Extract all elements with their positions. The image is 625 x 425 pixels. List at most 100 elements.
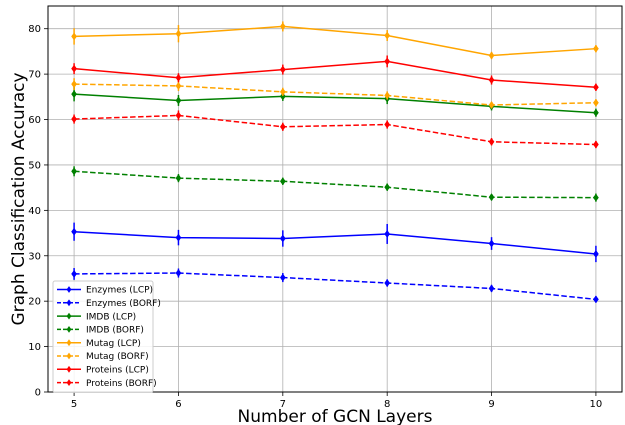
data-point: [384, 120, 391, 129]
series-line: [74, 93, 596, 114]
series-line: [74, 60, 596, 89]
data-point: [593, 83, 599, 92]
data-point: [593, 44, 599, 53]
series-line: [74, 83, 596, 106]
legend: Enzymes (LCP) Enzymes (BORF) IMDB (LCP) IMD…: [52, 280, 161, 393]
data-point: [593, 249, 599, 258]
legend-label: Proteins (BORF): [86, 379, 157, 389]
legend-marker: [66, 299, 72, 307]
data-point: [384, 57, 391, 66]
series-imdb-borf: [71, 166, 599, 202]
y-tick-label: 80: [28, 24, 41, 35]
data-point: [175, 81, 182, 90]
legend-label: IMDB (BORF): [86, 326, 144, 336]
data-point: [488, 137, 495, 146]
y-tick-label: 70: [28, 70, 41, 81]
legend-label: Enzymes (BORF): [86, 299, 161, 309]
series-proteins-borf: [71, 110, 599, 149]
data-point: [488, 239, 495, 248]
data-point: [175, 268, 182, 278]
legend-label: Enzymes (LCP): [86, 286, 153, 296]
data-point: [279, 87, 286, 96]
series-enzymes-borf: [71, 268, 599, 304]
legend-marker: [66, 352, 72, 360]
legend-label: Proteins (LCP): [86, 366, 149, 376]
x-tick-label: 8: [384, 399, 390, 410]
data-point: [279, 234, 286, 243]
data-point: [175, 174, 182, 183]
series-mutag-lcp: [71, 21, 599, 60]
data-point: [71, 90, 77, 99]
y-tick-label: 0: [35, 388, 41, 399]
legend-marker: [66, 312, 72, 320]
data-point: [71, 269, 77, 278]
series-proteins-lcp: [71, 55, 599, 92]
y-tick-label: 50: [28, 160, 41, 171]
data-point: [71, 167, 77, 176]
data-point: [384, 278, 391, 288]
data-point: [488, 193, 495, 202]
data-point: [279, 273, 286, 282]
legend-label: IMDB (LCP): [86, 312, 136, 322]
data-point: [384, 229, 391, 238]
data-point: [175, 73, 182, 82]
x-tick-label: 7: [280, 399, 286, 410]
series-line: [74, 170, 596, 199]
data-point: [279, 65, 286, 74]
plot-frame: [47, 5, 623, 393]
data-point: [488, 284, 495, 293]
data-point: [593, 295, 599, 304]
data-point: [384, 31, 391, 40]
series-line: [74, 25, 596, 57]
data-point: [175, 233, 182, 242]
legend-label: Mutag (BORF): [86, 352, 149, 362]
data-point: [593, 193, 599, 202]
data-point: [593, 140, 599, 149]
data-point: [279, 177, 286, 186]
legend-marker: [66, 339, 72, 347]
data-point: [279, 92, 286, 101]
y-tick-label: 20: [28, 297, 41, 308]
series-line: [74, 230, 596, 255]
data-point: [279, 22, 286, 31]
y-tick-label: 40: [28, 206, 41, 217]
data-point: [175, 111, 182, 120]
data-point: [279, 122, 286, 131]
data-point: [175, 29, 182, 38]
y-tick-label: 30: [28, 251, 41, 262]
y-tick-label: 60: [28, 115, 41, 126]
data-point: [71, 64, 77, 73]
x-tick-label: 5: [71, 399, 77, 410]
legend-marker: [66, 379, 72, 386]
x-axis-label: Number of GCN Layers: [238, 407, 433, 425]
legend-marker: [66, 286, 72, 293]
series-line: [74, 114, 596, 146]
data-point: [175, 96, 182, 105]
x-tick-label: 9: [488, 399, 494, 410]
data-point: [488, 75, 495, 85]
axis-ticks: 5 6 7 8 9 10 0 10 20 30 40 50 60 70 80: [28, 24, 602, 410]
legend-box: [52, 280, 154, 393]
legend-marker: [66, 365, 72, 373]
data-point: [593, 108, 599, 117]
series-imdb-lcp: [71, 86, 599, 117]
data-point: [384, 91, 391, 100]
legend-marker: [66, 326, 72, 333]
series-enzymes-lcp: [71, 222, 599, 263]
series-line: [74, 272, 596, 301]
y-axis-label: Graph Classification Accuracy: [9, 72, 29, 325]
legend-label: Mutag (LCP): [86, 339, 141, 349]
x-tick-label: 10: [590, 399, 603, 410]
data-point: [71, 227, 77, 236]
data-point: [71, 115, 77, 124]
data-point: [384, 183, 391, 192]
y-tick-label: 10: [28, 342, 41, 353]
series-mutag-borf: [71, 78, 599, 110]
data-point: [488, 100, 495, 110]
data-point: [71, 80, 77, 89]
data-point: [71, 32, 77, 41]
data-point: [593, 98, 599, 107]
x-tick-label: 6: [175, 399, 181, 410]
data-point: [488, 51, 495, 60]
